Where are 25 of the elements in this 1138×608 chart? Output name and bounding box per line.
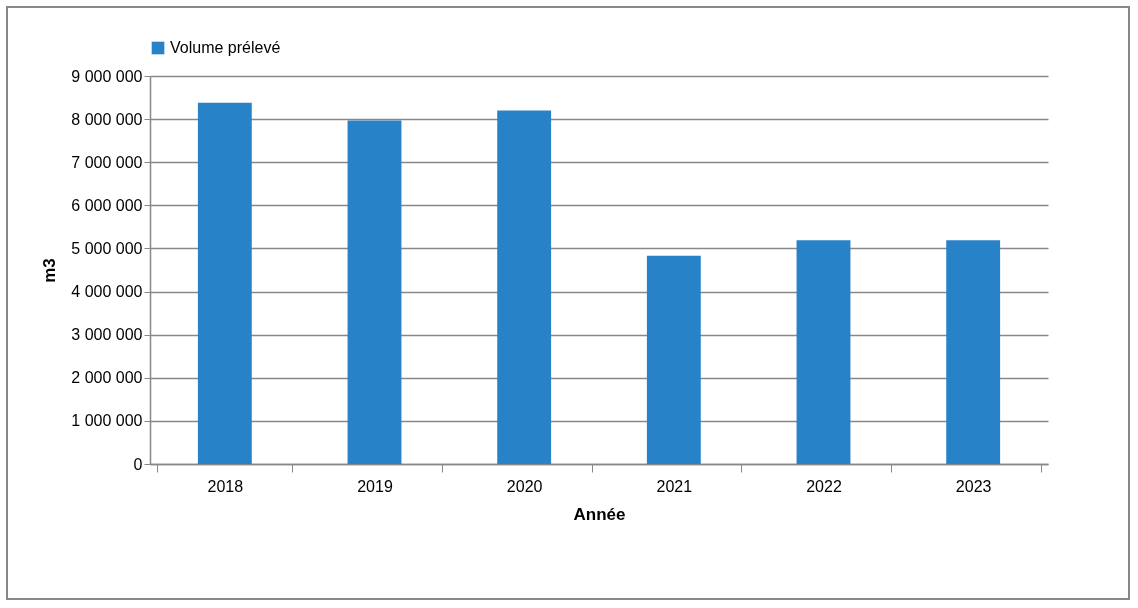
legend-label: Volume prélevé [170,39,281,56]
y-tick-label: 5 000 000 [71,239,143,257]
x-axis-title: Année [573,504,626,524]
y-tick-label: 9 000 000 [71,67,143,85]
y-tick-label: 6 000 000 [71,196,143,214]
y-tick-label: 1 000 000 [71,412,143,430]
y-axis-title: m3 [40,258,60,283]
y-tick-label: 0 [133,455,143,473]
y-tick-label: 2 000 000 [71,369,143,387]
x-tick-label: 2023 [955,477,992,495]
x-tick-label: 2018 [207,477,244,495]
bar [796,240,851,464]
x-tick-label: 2021 [656,477,693,495]
bar [646,255,701,464]
y-tick-label: 3 000 000 [71,326,143,344]
y-tick-label: 8 000 000 [71,110,143,128]
y-tick-label: 7 000 000 [71,153,143,171]
bar [197,102,252,464]
x-tick-label: 2020 [506,477,543,495]
bar [497,110,552,464]
bar [347,120,402,464]
x-tick-label: 2022 [806,477,842,495]
y-tick-label: 4 000 000 [71,283,143,301]
bar [946,240,1001,464]
x-tick-label: 2019 [357,477,393,495]
